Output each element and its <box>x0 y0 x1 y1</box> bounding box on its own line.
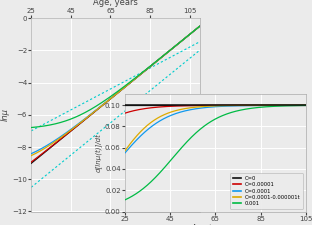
Y-axis label: lnμ: lnμ <box>0 108 9 121</box>
Legend: C=0, C=0.00001, C=0.0001, C=0.0001-0.000001t, 0.001: C=0, C=0.00001, C=0.0001, C=0.0001-0.000… <box>230 173 303 209</box>
X-axis label: Age, years: Age, years <box>93 0 138 7</box>
Y-axis label: d[lnμ(t)]/dt: d[lnμ(t)]/dt <box>95 134 102 172</box>
